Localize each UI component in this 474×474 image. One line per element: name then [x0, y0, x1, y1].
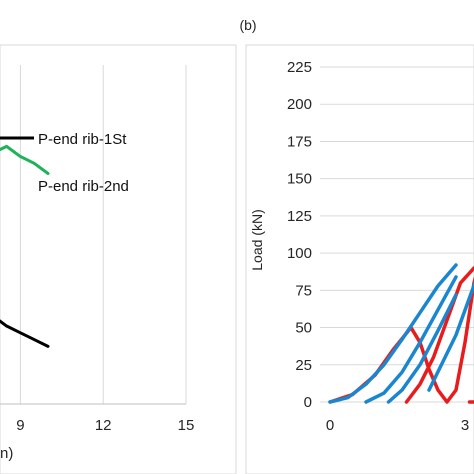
series-line-5: [364, 275, 458, 404]
series-line-2: [404, 266, 474, 404]
chart-a-legend: P-end rib-1St P-end rib-2nd: [0, 131, 129, 195]
chart-b-y-ticks: 0 25 50 75 100 125 150 175 200 225: [287, 59, 312, 411]
series-line-7: [427, 280, 474, 392]
y-tick-label: 0: [304, 394, 312, 411]
chart-a: 9 12 15 n) P-end rib-1St P-end rib-2nd: [0, 44, 237, 474]
x-tick-label: 9: [16, 417, 24, 434]
chart-a-gridlines: [19, 65, 187, 404]
y-tick-label: 25: [295, 357, 312, 374]
y-tick-label: 225: [287, 59, 312, 76]
x-tick-label: 12: [95, 417, 112, 434]
legend-label-p-end-rib-1st: P-end rib-1St: [38, 131, 127, 148]
chart-a-x-ticks: 9 12 15: [16, 417, 194, 434]
series-line-p-end-rib-2nd: [0, 144, 50, 175]
x-tick-label: 3: [461, 417, 469, 434]
series-line-p-end-rib-1st: [0, 319, 50, 348]
chart-b-frame: [245, 44, 474, 474]
y-tick-label: 50: [295, 320, 312, 337]
x-tick-label: 0: [326, 417, 334, 434]
panel-b-label: (b): [239, 17, 256, 33]
y-tick-label: 75: [295, 282, 312, 299]
x-tick-label: 15: [178, 417, 195, 434]
y-tick-label: 150: [287, 171, 312, 188]
series-line-4: [328, 263, 458, 404]
y-tick-label: 200: [287, 96, 312, 113]
chart-a-xlabel-fragment: n): [0, 445, 13, 462]
chart-a-series: [0, 144, 50, 348]
y-tick-label: 100: [287, 245, 312, 262]
chart-b-y-axis-label: Load (kN): [249, 209, 265, 270]
chart-a-frame: [0, 44, 237, 474]
chart-b-series: [328, 263, 474, 404]
y-tick-label: 125: [287, 208, 312, 225]
y-tick-label: 175: [287, 133, 312, 150]
legend-label-p-end-rib-2nd: P-end rib-2nd: [38, 178, 129, 195]
series-line-6: [386, 293, 458, 404]
